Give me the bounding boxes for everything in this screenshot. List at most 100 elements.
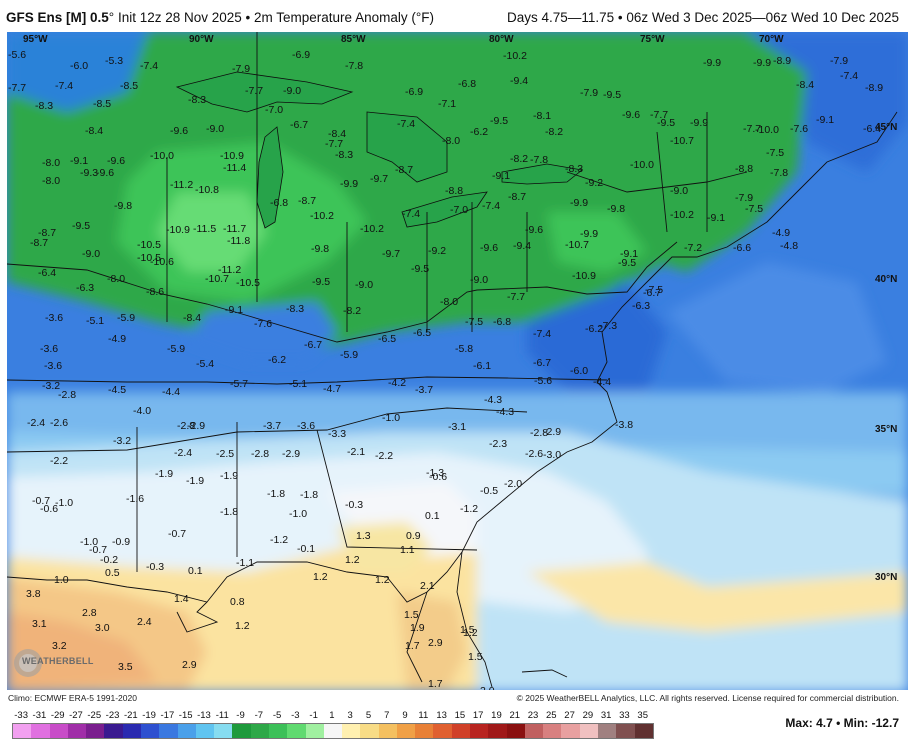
anomaly-value-label: -1.3	[426, 467, 444, 479]
anomaly-value-label: -2.6	[50, 417, 68, 429]
anomaly-value-label: -7.8	[345, 60, 363, 72]
anomaly-value-label: -9.9	[580, 228, 598, 240]
anomaly-value-label: -8.5	[120, 80, 138, 92]
anomaly-value-label: 1.5	[460, 624, 475, 636]
anomaly-value-label: -0.6	[429, 471, 447, 483]
colorbar-tick-label: 25	[546, 710, 557, 721]
anomaly-value-label: 1.9	[410, 622, 425, 634]
anomaly-value-label: -7.4	[482, 200, 500, 212]
colorbar-cell	[122, 724, 141, 738]
colorbar-cell	[396, 724, 416, 738]
anomaly-value-label: -8.3	[188, 94, 206, 106]
anomaly-value-label: -6.4	[38, 267, 56, 279]
colorbar-tick-label: 27	[564, 710, 575, 721]
anomaly-value-label: -7.5	[645, 284, 663, 296]
anomaly-value-label: -6.3	[632, 300, 650, 312]
anomaly-value-label: -9.0	[283, 85, 301, 97]
colorbar-cell	[67, 724, 87, 738]
anomaly-value-label: -9.0	[82, 248, 100, 260]
anomaly-value-label: -8.4	[85, 125, 103, 137]
anomaly-value-label: -8.7	[38, 227, 56, 239]
state-lines-meridional	[166, 32, 528, 332]
anomaly-value-label: -6.7	[290, 119, 308, 131]
colorbar-cell	[561, 724, 580, 738]
anomaly-value-label: 1.4	[174, 593, 189, 605]
anomaly-value-label: -0.5	[480, 485, 498, 497]
anomaly-value-label: -8.0	[42, 175, 60, 187]
latitude-label: 35°N	[875, 424, 897, 435]
anomaly-value-label: -6.0	[70, 60, 88, 72]
anomaly-value-label: -8.7	[395, 164, 413, 176]
bahamas	[521, 669, 568, 678]
colorbar-cell	[287, 724, 306, 738]
anomaly-value-label: -8.7	[30, 237, 48, 249]
colorbar-tick-label: 11	[418, 710, 429, 721]
longitude-label: 90°W	[189, 34, 214, 45]
anomaly-value-label: -0.3	[345, 499, 363, 511]
state-line-35n	[7, 407, 528, 453]
anomaly-value-label: 3.0	[95, 622, 110, 634]
colorbar-cell	[634, 724, 653, 738]
latitude-label: 40°N	[875, 274, 897, 285]
anomaly-value-label: -1.0	[289, 508, 307, 520]
anomaly-value-label: -11.7	[223, 223, 246, 235]
anomaly-value-label: -3.6	[40, 343, 58, 355]
anomaly-value-label: -7.7	[743, 123, 761, 135]
anomaly-value-label: -9.5	[490, 115, 508, 127]
colorbar-tick-label: 9	[402, 710, 408, 721]
anomaly-value-label: -3.0	[543, 449, 561, 461]
anomaly-value-label: -9.6	[622, 109, 640, 121]
anomaly-value-label: -10.7	[565, 239, 589, 251]
anomaly-value-label: -6.9	[292, 49, 310, 61]
anomaly-value-label: 1.0	[54, 574, 69, 586]
colorbar-tick-label: -21	[123, 710, 138, 721]
anomaly-value-label: -9.2	[428, 245, 446, 257]
colorbar-cell	[579, 724, 598, 738]
colorbar-tick-label: 15	[454, 710, 466, 721]
anomaly-value-label: -9.8	[311, 243, 329, 255]
anomaly-value-label: -11.4	[223, 162, 246, 174]
anomaly-value-label: -10.0	[755, 124, 779, 136]
anomaly-value-label: -9.0	[670, 185, 688, 197]
anomaly-value-label: -8.8	[445, 185, 463, 197]
variable-name: 2m Temperature Anomaly (°F)	[254, 10, 434, 25]
anomaly-value-label: -7.4	[55, 80, 73, 92]
anomaly-value-label: -10.9	[166, 224, 190, 236]
anomaly-value-label: -2.9	[187, 420, 205, 432]
anomaly-value-label: -7.7	[507, 291, 525, 303]
anomaly-value-label: -9.8	[114, 200, 132, 212]
colorbar-cell	[524, 724, 544, 738]
anomaly-value-label: -10.5	[137, 239, 161, 251]
anomaly-value-label: -10.2	[310, 210, 334, 222]
anomaly-value-label: -11.2	[170, 179, 193, 191]
anomaly-value-label: -7.4	[140, 60, 158, 72]
anomaly-value-label: -3.8	[615, 419, 633, 431]
anomaly-value-label: -11.8	[227, 235, 250, 247]
anomaly-value-label: -3.7	[263, 420, 281, 432]
lake-michigan	[256, 126, 284, 229]
colorbar-tick-label: -27	[69, 710, 83, 721]
anomaly-value-label: -9.9	[690, 117, 708, 129]
colorbar-tick-label: 29	[582, 710, 594, 721]
anomaly-value-label: -9.5	[618, 257, 636, 269]
anomaly-value-label: -8.4	[183, 312, 201, 324]
anomaly-value-label: -9.5	[411, 263, 429, 275]
anomaly-value-label: -1.9	[220, 470, 238, 482]
anomaly-value-label: 1.2	[463, 627, 478, 639]
anomaly-value-label: -10.9	[572, 270, 596, 282]
anomaly-value-label: -2.8	[177, 420, 195, 432]
anomaly-value-label: -4.5	[108, 384, 126, 396]
colorbar-cell	[86, 724, 105, 738]
anomaly-value-label: -4.4	[593, 376, 611, 388]
anomaly-value-label: -8.7	[298, 195, 316, 207]
anomaly-value-label: -10.6	[150, 256, 174, 268]
anomaly-value-label: -10.2	[670, 209, 694, 221]
anomaly-value-label: -7.4	[533, 328, 551, 340]
anomaly-value-label: -3.6	[45, 312, 63, 324]
anomaly-value-label: -3.1	[448, 421, 466, 433]
anomaly-value-label: -3.2	[113, 435, 131, 447]
anomaly-value-label: 2.9	[182, 659, 197, 671]
anomaly-value-label: -9.1	[620, 248, 638, 260]
anomaly-value-label: -5.9	[117, 312, 135, 324]
model-name: GFS Ens [M] 0.5	[6, 10, 109, 25]
